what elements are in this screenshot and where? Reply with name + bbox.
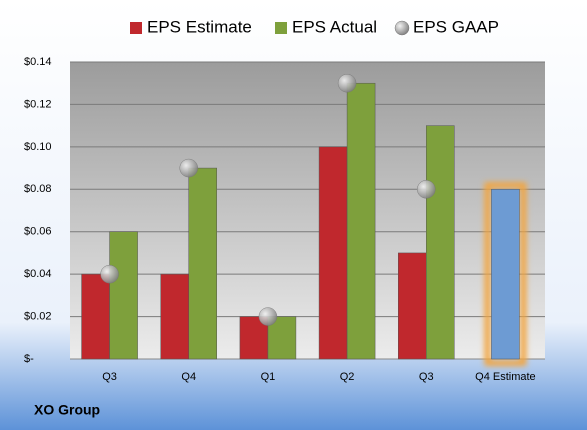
- legend-marker: [130, 22, 142, 34]
- x-tick-label: Q4: [181, 371, 196, 383]
- bar: [109, 231, 138, 360]
- y-tick-label: $0.08: [24, 183, 52, 195]
- bar-glow: [484, 182, 527, 366]
- bar: [188, 167, 217, 360]
- y-tick-label: $0.14: [24, 56, 52, 68]
- gaap-point: [258, 307, 278, 326]
- y-tick-label: $0.10: [24, 141, 52, 153]
- gaap-point: [100, 264, 119, 284]
- gaap-point: [417, 180, 436, 199]
- plot-area: [70, 62, 545, 359]
- bar: [318, 146, 348, 360]
- legend-marker: [275, 22, 287, 34]
- footer: XO Group: [34, 402, 100, 418]
- bar: [160, 273, 189, 360]
- y-tick-label: $-: [24, 353, 34, 365]
- x-tick-label: Q2: [340, 371, 355, 383]
- y-tick-label: $0.02: [24, 310, 52, 322]
- bar: [346, 82, 376, 360]
- legend-label: EPS Estimate: [147, 17, 252, 36]
- x-tick-label: Q3: [419, 371, 434, 383]
- legend-label: EPS Actual: [292, 17, 377, 36]
- y-tick-label: $0.04: [24, 268, 52, 280]
- bar: [81, 273, 110, 360]
- x-tick-label: Q4 Estimate: [475, 371, 536, 383]
- x-tick-label: Q1: [261, 371, 276, 383]
- gaap-point: [179, 158, 198, 178]
- x-tick-label: Q3: [102, 371, 117, 383]
- y-tick-label: $0.12: [24, 98, 52, 110]
- legend-label: EPS GAAP: [413, 17, 499, 36]
- bar: [426, 125, 455, 360]
- legend-marker: [394, 20, 410, 36]
- y-tick-label: $0.06: [24, 226, 52, 238]
- bar: [491, 189, 520, 360]
- bar: [398, 252, 427, 360]
- gaap-point: [337, 73, 357, 93]
